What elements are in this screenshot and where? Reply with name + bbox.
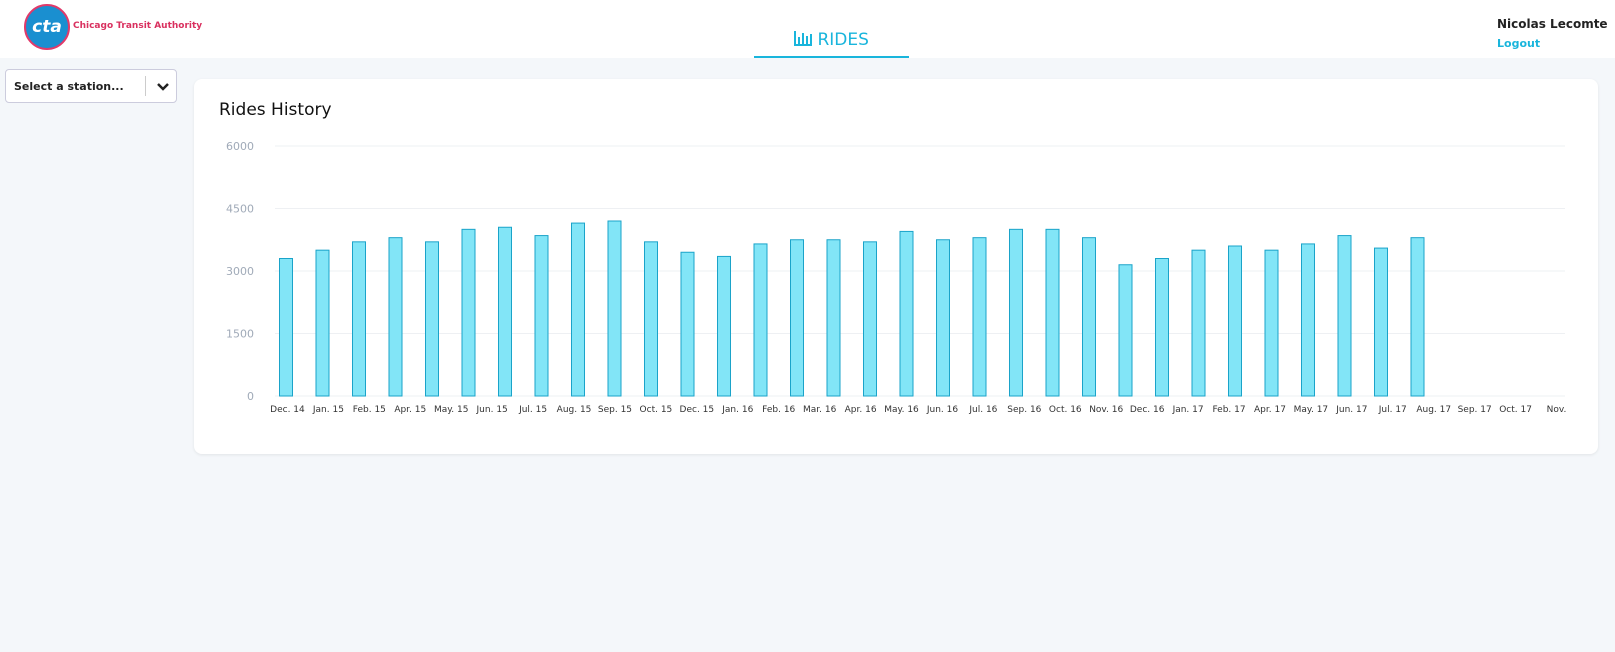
x-tick-label: Jun. 16 bbox=[926, 405, 959, 415]
chart-icon bbox=[794, 31, 813, 46]
bar bbox=[388, 237, 403, 397]
x-tick-label: Feb. 16 bbox=[762, 405, 795, 415]
x-tick-label: Jul. 15 bbox=[518, 405, 547, 415]
logout-link[interactable]: Logout bbox=[1497, 37, 1541, 50]
bar bbox=[571, 222, 585, 397]
logo-text: cta bbox=[32, 17, 62, 37]
x-tick-label: Jul. 16 bbox=[968, 405, 997, 415]
logo[interactable]: cta bbox=[24, 4, 70, 50]
x-tick-label: May. 16 bbox=[884, 405, 919, 415]
bar bbox=[644, 241, 658, 397]
x-tick-label: Aug. 15 bbox=[557, 405, 592, 415]
bar bbox=[352, 241, 366, 397]
x-tick-label: Jun. 15 bbox=[476, 405, 508, 415]
station-select[interactable]: Select a station... bbox=[5, 69, 177, 103]
chart-title: Rides History bbox=[219, 100, 332, 120]
bar bbox=[461, 228, 476, 397]
bar bbox=[1155, 258, 1169, 397]
bar bbox=[607, 220, 622, 397]
bar bbox=[936, 239, 950, 397]
nav-label: RIDES bbox=[817, 30, 869, 50]
bar bbox=[1337, 235, 1352, 397]
bar bbox=[534, 235, 549, 397]
x-tick-label: Sep. 16 bbox=[1007, 405, 1041, 415]
bar bbox=[1228, 245, 1242, 397]
x-tick-label: Feb. 15 bbox=[353, 405, 386, 415]
bar bbox=[972, 237, 987, 397]
x-tick-label: Dec. 15 bbox=[680, 405, 715, 415]
bar bbox=[1191, 249, 1206, 397]
bar bbox=[826, 239, 841, 397]
x-tick-label: Feb. 17 bbox=[1212, 405, 1245, 415]
chevron bbox=[157, 83, 169, 91]
bar bbox=[863, 241, 877, 397]
y-tick-label: 0 bbox=[247, 390, 254, 403]
bar bbox=[753, 243, 768, 397]
chart-card: Rides History 0 1500 3000 4500 6000 Dec. 14 Ja… bbox=[194, 79, 1598, 454]
bar bbox=[279, 258, 293, 397]
user-name: Nicolas Lecomte bbox=[1497, 17, 1608, 31]
x-tick-label: Nov. 16 bbox=[1089, 405, 1123, 415]
bar bbox=[1301, 243, 1315, 397]
x-tick-label: May. 15 bbox=[434, 405, 469, 415]
bar bbox=[1118, 264, 1133, 397]
bar bbox=[680, 251, 695, 397]
bar bbox=[1264, 249, 1279, 397]
x-tick-label: Apr. 17 bbox=[1254, 405, 1286, 415]
bar bbox=[1082, 237, 1096, 397]
organization: Chicago Transit Authority bbox=[73, 21, 203, 31]
nav-tab[interactable]: RIDES bbox=[754, 30, 909, 58]
x-tick-label: Jul. 17 bbox=[1378, 405, 1407, 415]
x-tick-label: Mar. 16 bbox=[803, 405, 837, 415]
x-tick-label: Dec. 16 bbox=[1130, 405, 1165, 415]
header: cta Chicago Transit Authority RIDES Nico… bbox=[0, 0, 1615, 58]
x-tick-label: Dec. 14 bbox=[270, 405, 305, 415]
y-tick-label: 4500 bbox=[226, 203, 254, 216]
x-tick-label: May. 17 bbox=[1294, 405, 1329, 415]
bar bbox=[1374, 247, 1388, 397]
x-tick-label: Jan. 16 bbox=[721, 405, 753, 415]
x-tick-label: Oct. 15 bbox=[640, 405, 673, 415]
x-tick-label: Nov. bbox=[1547, 405, 1567, 415]
chart: Rides History 0 1500 3000 4500 6000 Dec. 14 Ja… bbox=[219, 100, 1567, 415]
x-tick-label: Apr. 15 bbox=[394, 405, 426, 415]
x-tick-label: Oct. 17 bbox=[1499, 405, 1532, 415]
x-tick-label: Oct. 16 bbox=[1049, 405, 1082, 415]
bar bbox=[1410, 237, 1425, 397]
x-tick-label: Apr. 16 bbox=[845, 405, 877, 415]
bar bbox=[899, 230, 914, 397]
bar bbox=[1009, 228, 1023, 397]
bar bbox=[498, 226, 512, 397]
x-tick-label: Sep. 15 bbox=[598, 405, 632, 415]
y-tick-label: 6000 bbox=[226, 140, 254, 153]
x-tick-label: Sep. 17 bbox=[1458, 405, 1492, 415]
bar bbox=[790, 239, 804, 397]
x-tick-label: Jan. 17 bbox=[1172, 405, 1204, 415]
bar bbox=[315, 249, 330, 397]
x-tick-label: Aug. 17 bbox=[1416, 405, 1451, 415]
y-tick-label: 3000 bbox=[226, 265, 254, 278]
select-placeholder: Select a station... bbox=[14, 80, 124, 93]
x-tick-label: Jun. 17 bbox=[1335, 405, 1367, 415]
x-tick-label: Jan. 15 bbox=[312, 405, 344, 415]
bar bbox=[425, 241, 439, 397]
bar bbox=[1045, 228, 1060, 397]
y-tick-label: 1500 bbox=[226, 328, 254, 341]
bar bbox=[717, 255, 731, 397]
separator bbox=[145, 76, 146, 96]
